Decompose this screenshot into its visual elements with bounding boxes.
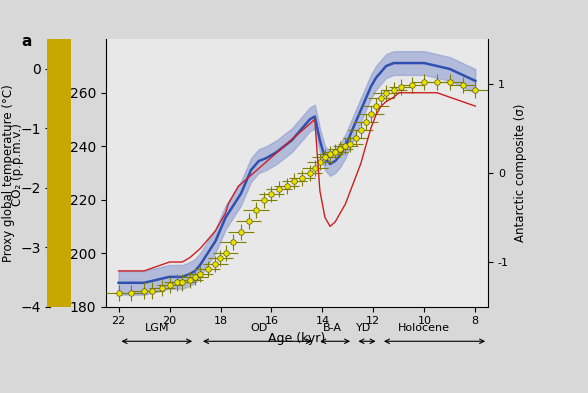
Text: B-A: B-A (323, 323, 342, 333)
Text: Holocene: Holocene (398, 323, 450, 333)
X-axis label: Age (kyr): Age (kyr) (268, 332, 326, 345)
Text: YD: YD (356, 323, 371, 333)
Text: LGM: LGM (145, 323, 169, 333)
Y-axis label: Proxy global temperature (°C): Proxy global temperature (°C) (2, 84, 15, 262)
Text: CO₂ (p.p.m.v.): CO₂ (p.p.m.v.) (11, 124, 24, 206)
Text: a: a (22, 34, 32, 49)
Text: OD: OD (250, 323, 268, 333)
Y-axis label: Antarctic composite (σ): Antarctic composite (σ) (514, 104, 527, 242)
